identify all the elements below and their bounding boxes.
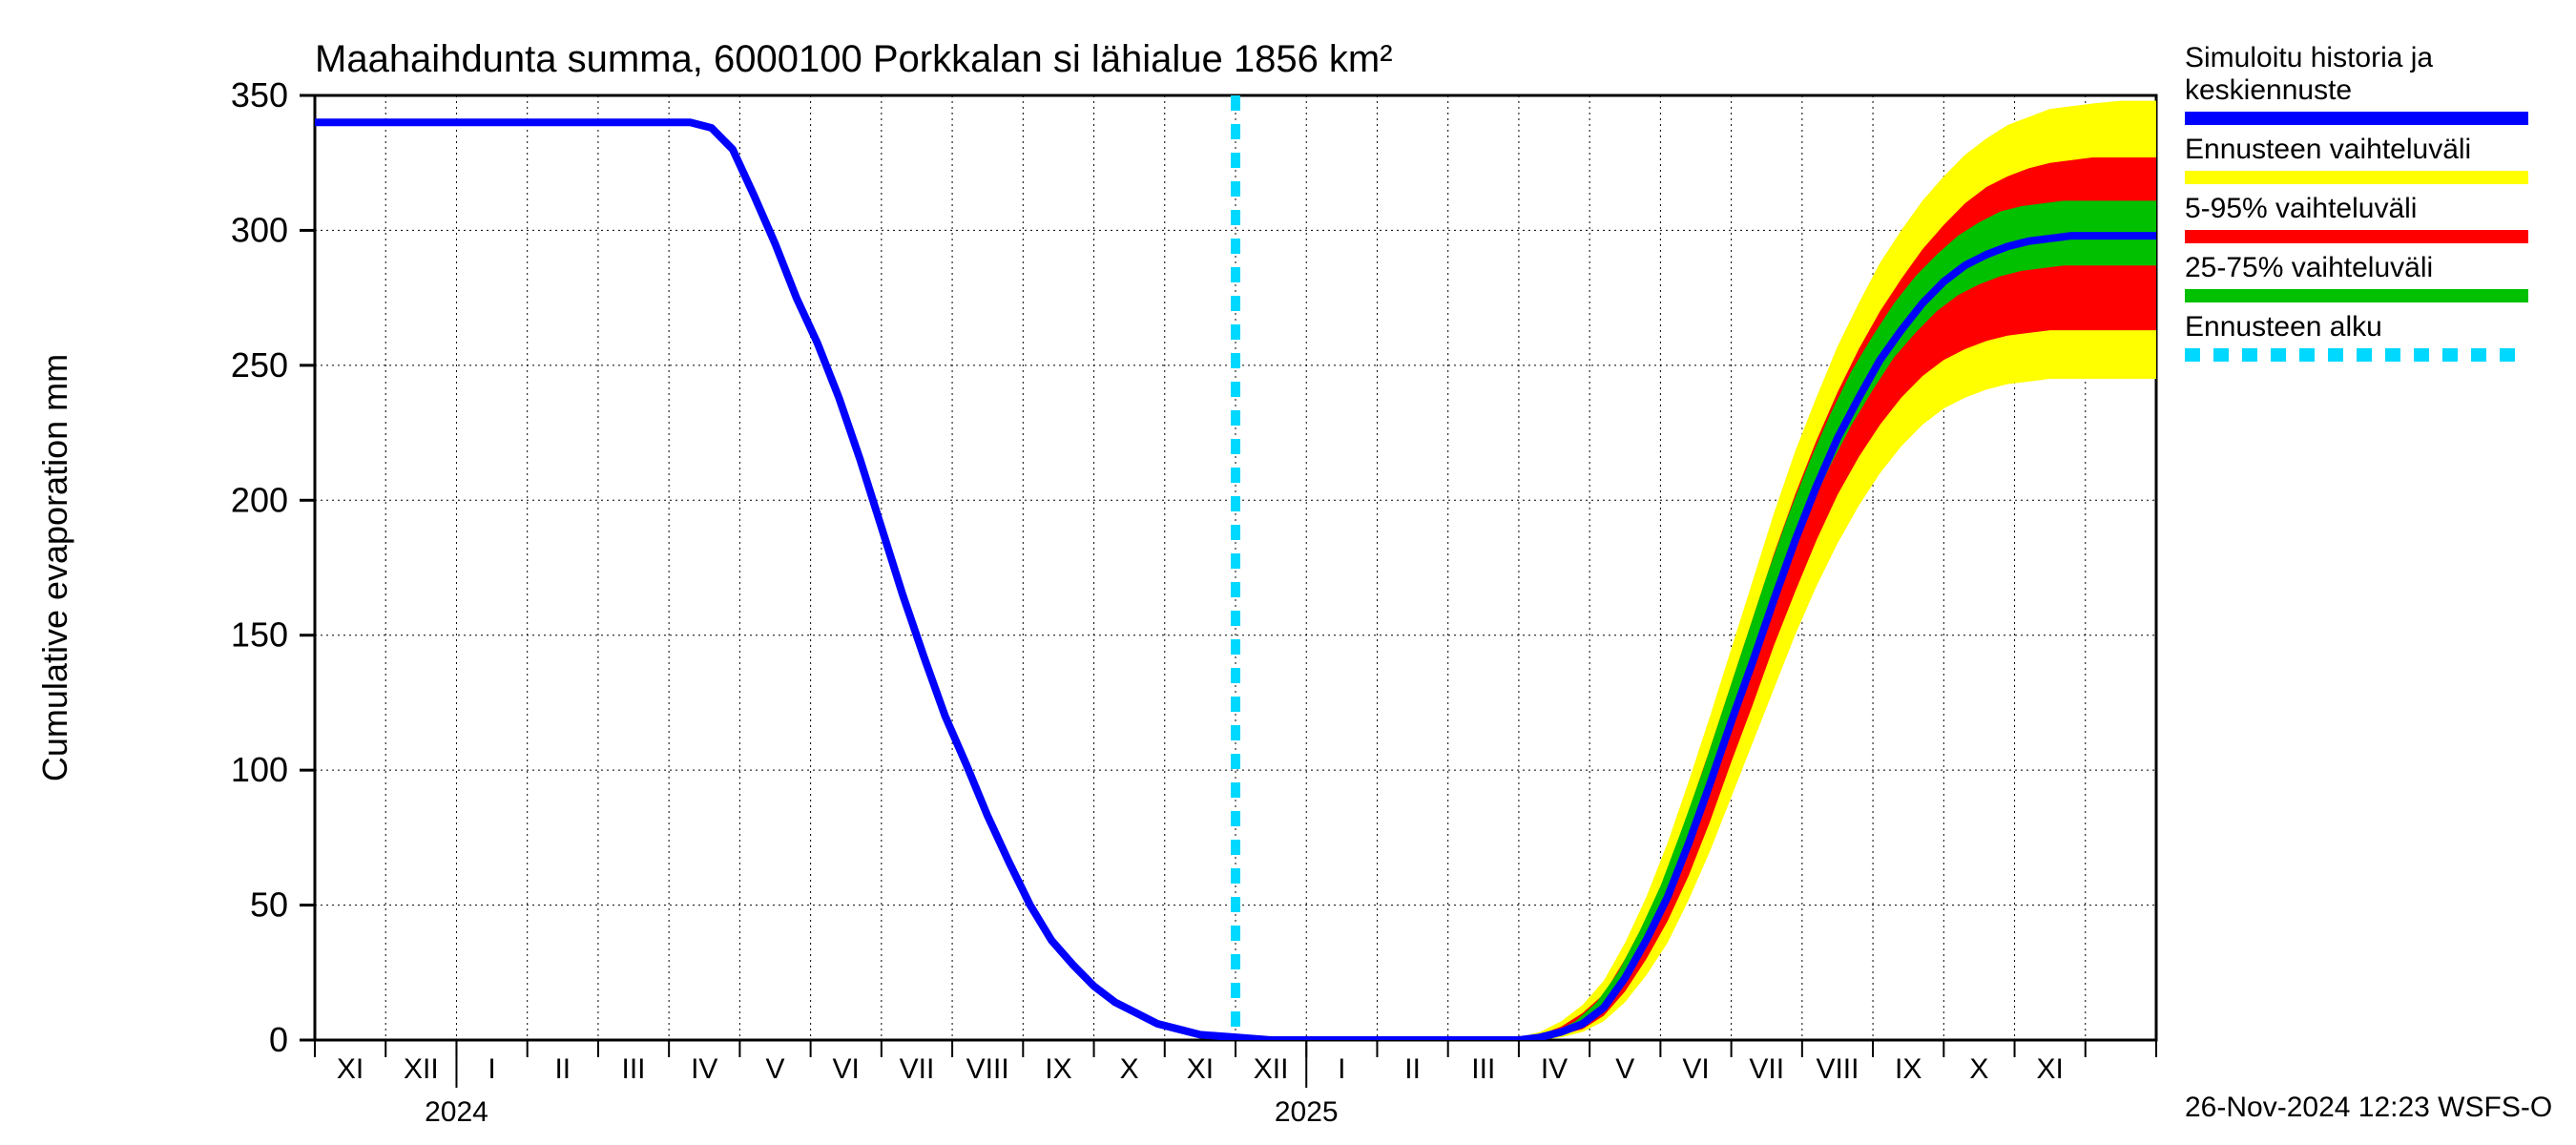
x-month-label: XI [337, 1053, 364, 1085]
x-month-label: V [765, 1053, 784, 1085]
y-tick-label: 150 [231, 615, 288, 655]
chart-container: 050100150200250300350XIXIIIIIIIIIVVVIVII… [0, 0, 2576, 1145]
x-month-label: I [488, 1053, 495, 1085]
x-month-label: II [1404, 1053, 1421, 1085]
x-month-label: VI [1682, 1053, 1709, 1085]
x-month-label: IV [1541, 1053, 1568, 1085]
y-tick-label: 50 [250, 885, 288, 925]
x-month-label: XI [1187, 1053, 1214, 1085]
y-axis-label: Cumulative evaporation mm [35, 354, 74, 781]
legend-label: 25-75% vaihteluväli [2185, 252, 2433, 283]
footer-timestamp: 26-Nov-2024 12:23 WSFS-O [2185, 1092, 2552, 1123]
x-month-label: XII [1254, 1053, 1289, 1085]
y-tick-label: 200 [231, 480, 288, 519]
x-year-label: 2024 [425, 1096, 488, 1128]
x-month-label: IX [1045, 1053, 1071, 1085]
x-month-label: IX [1895, 1053, 1922, 1085]
x-month-label: IV [691, 1053, 717, 1085]
x-month-label: I [1338, 1053, 1345, 1085]
legend-label: Ennusteen alku [2185, 311, 2382, 343]
chart-title: Maahaihdunta summa, 6000100 Porkkalan si… [315, 38, 1393, 80]
x-month-label: VIII [1816, 1053, 1859, 1085]
y-tick-label: 0 [269, 1020, 288, 1059]
legend-label: Simuloitu historia ja [2185, 42, 2433, 73]
legend-label: Ennusteen vaihteluväli [2185, 134, 2471, 165]
x-month-label: VI [833, 1053, 860, 1085]
x-month-label: V [1615, 1053, 1634, 1085]
chart-svg: 050100150200250300350XIXIIIIIIIIIVVVIVII… [0, 0, 2576, 1145]
x-month-label: II [554, 1053, 571, 1085]
x-month-label: VII [900, 1053, 935, 1085]
y-tick-label: 100 [231, 750, 288, 789]
x-month-label: VIII [966, 1053, 1009, 1085]
legend-label: 5-95% vaihteluväli [2185, 193, 2417, 224]
x-month-label: III [622, 1053, 646, 1085]
x-year-label: 2025 [1275, 1096, 1339, 1128]
y-tick-label: 300 [231, 210, 288, 249]
x-month-label: X [1969, 1053, 1988, 1085]
y-tick-label: 350 [231, 75, 288, 114]
x-month-label: III [1471, 1053, 1495, 1085]
x-month-label: XII [404, 1053, 439, 1085]
x-month-label: XI [2036, 1053, 2063, 1085]
y-tick-label: 250 [231, 345, 288, 385]
legend-label: keskiennuste [2185, 74, 2352, 106]
x-month-label: VII [1749, 1053, 1784, 1085]
x-month-label: X [1120, 1053, 1139, 1085]
